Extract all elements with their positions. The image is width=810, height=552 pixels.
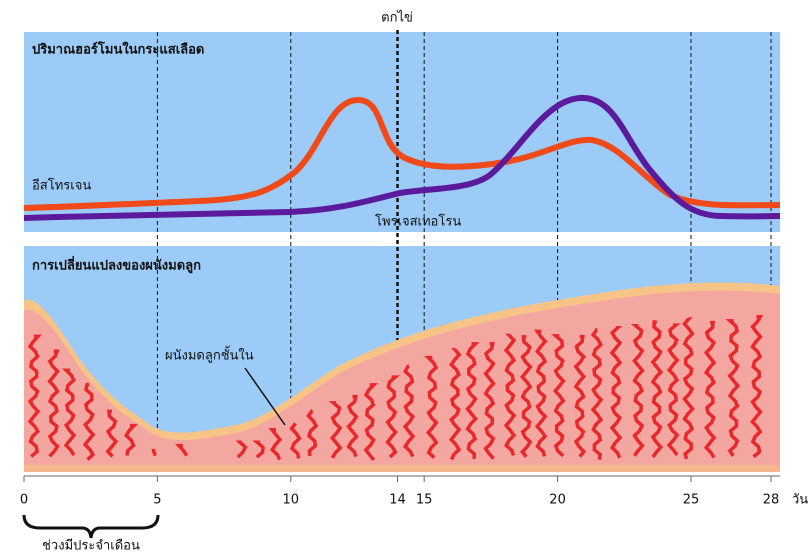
endometrium bbox=[24, 290, 780, 465]
x-tick-label: 20 bbox=[549, 493, 566, 508]
blood-vessel bbox=[725, 319, 741, 457]
blood-vessel bbox=[750, 315, 764, 459]
blood-vessel bbox=[174, 443, 189, 457]
blood-vessel bbox=[289, 422, 302, 459]
blood-vessel bbox=[105, 409, 119, 458]
uterus-title: การเปลี่ยนแปลงของผนังมดลูก bbox=[32, 256, 201, 274]
blood-vessel bbox=[47, 349, 60, 458]
blood-vessel bbox=[328, 401, 343, 459]
blood-vessel bbox=[666, 323, 681, 457]
blood-vessel bbox=[27, 334, 42, 458]
hormone-title: ปริมาณฮอร์โมนในกระแสเลือด bbox=[32, 41, 204, 58]
x-tick-label: 15 bbox=[416, 493, 433, 508]
x-tick-label: 25 bbox=[683, 493, 700, 508]
blood-vessel bbox=[503, 333, 517, 456]
blood-vessel bbox=[703, 320, 717, 459]
blood-vessel bbox=[630, 323, 645, 457]
blood-vessel bbox=[268, 427, 283, 461]
estrogen-label: อีสโทรเจน bbox=[32, 178, 92, 194]
blood-vessel bbox=[609, 326, 623, 459]
axis-unit: วัน bbox=[792, 493, 808, 508]
blood-vessel bbox=[483, 341, 496, 460]
progesterone-label: โพรเจสเทอโรน bbox=[375, 214, 461, 230]
blood-vessel bbox=[61, 368, 77, 457]
blood-vessel bbox=[346, 394, 359, 458]
blood-vessel bbox=[573, 334, 587, 458]
blood-vessel bbox=[235, 440, 248, 459]
blood-vessel bbox=[424, 355, 439, 459]
x-tick-label: 28 bbox=[763, 493, 780, 508]
ovulation-label: ตกไข่ bbox=[381, 10, 413, 26]
blood-vessel bbox=[306, 409, 319, 457]
blood-vessel bbox=[533, 329, 548, 457]
blood-vessel bbox=[363, 383, 379, 462]
blood-vessel bbox=[650, 320, 664, 459]
x-tick-label: 0 bbox=[20, 493, 28, 508]
blood-vessel bbox=[590, 327, 604, 461]
x-tick-label: 10 bbox=[283, 493, 300, 508]
x-tick-label: 14 bbox=[389, 493, 406, 508]
label-pointer bbox=[244, 367, 286, 426]
hormone-panel bbox=[24, 32, 780, 232]
blood-vessel bbox=[519, 335, 533, 458]
period-brace bbox=[22, 514, 160, 539]
blood-vessel bbox=[551, 334, 566, 458]
blood-vessel bbox=[465, 342, 480, 459]
muscle-layer bbox=[24, 465, 780, 472]
progesterone-curve bbox=[23, 94, 781, 221]
x-tick-label: 5 bbox=[153, 493, 161, 508]
period-label: ช่วงมีประจำเดือน bbox=[42, 538, 140, 552]
blood-vessel bbox=[252, 440, 265, 459]
estrogen-curve bbox=[23, 96, 781, 211]
blood-vessel bbox=[123, 423, 139, 456]
endometrium-label: ผนังมดลูกชั้นใน bbox=[165, 346, 254, 364]
blood-vessel bbox=[151, 448, 157, 457]
blood-vessel bbox=[385, 375, 400, 459]
blood-vessel bbox=[682, 317, 695, 460]
blood-vessel bbox=[448, 347, 462, 461]
blood-vessel bbox=[82, 382, 96, 461]
blood-vessel bbox=[402, 364, 416, 458]
